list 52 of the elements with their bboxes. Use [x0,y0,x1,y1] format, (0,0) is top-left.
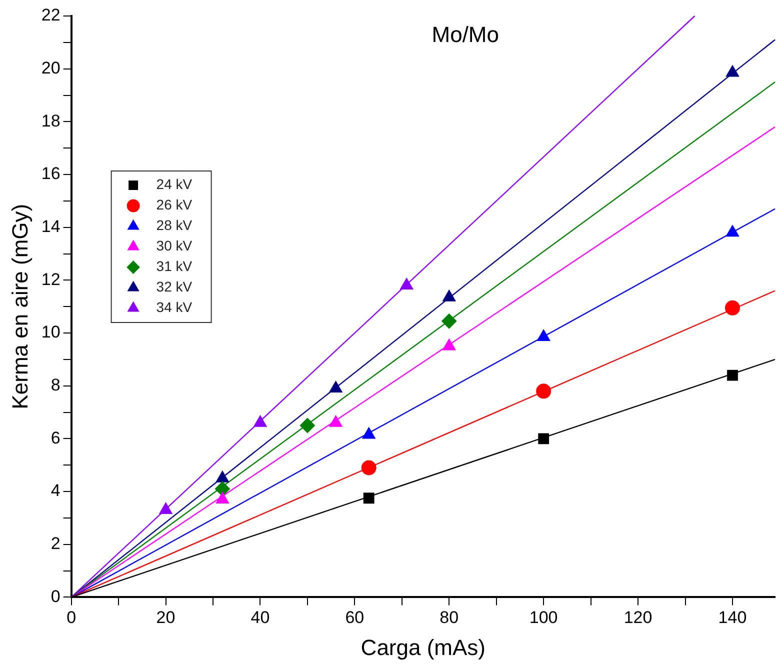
legend-label: 24 kV [156,176,193,192]
x-tick-label: 20 [156,608,176,628]
point [442,314,457,329]
x-tick-label: 100 [529,608,558,628]
point [300,418,315,433]
x-tick-label: 120 [624,608,652,628]
point [216,470,229,482]
y-tick-label: 16 [41,164,60,184]
legend-label: 28 kV [156,217,193,234]
point [361,460,376,476]
y-tick-label: 14 [41,217,60,236]
point [726,225,740,237]
legend-label: 26 kV [156,196,193,213]
x-axis-title: Carga (mAs) [360,634,486,660]
point [329,415,342,427]
x-tick-label: 0 [66,608,76,628]
point [442,290,456,302]
point [400,278,414,290]
point [726,65,740,77]
y-tick-label: 20 [41,58,60,78]
y-tick-label: 2 [50,534,60,554]
point [538,433,550,444]
point [214,481,230,496]
y-axis-title: Kerma en aire (mGy) [7,204,32,410]
point [216,492,229,504]
x-tick-label: 60 [345,608,364,628]
point [536,384,552,399]
y-tick-label: 22 [41,6,60,25]
y-tick-label: 10 [41,322,60,342]
point [159,502,172,514]
y-tick-label: 4 [50,481,60,500]
legend-label: 34 kV [156,299,193,316]
x-tick-label: 80 [440,608,459,628]
point [727,370,738,381]
x-tick-label: 40 [250,608,270,628]
y-tick-label: 12 [41,270,60,289]
y-tick-label: 8 [50,376,60,395]
y-tick-label: 6 [50,428,60,448]
point [363,492,374,504]
legend-label: 32 kV [156,278,193,295]
point [537,329,550,341]
point [362,427,376,439]
y-tick-label: 18 [41,111,60,130]
legend-label: 31 kV [156,258,193,274]
x-tick-label: 140 [718,608,747,628]
chart-title: Mo/Mo [432,22,499,48]
point [442,338,456,350]
point [724,300,740,316]
point [329,380,342,392]
y-tick-label: 0 [50,586,60,606]
point [254,415,267,427]
legend-label: 30 kV [156,238,193,254]
